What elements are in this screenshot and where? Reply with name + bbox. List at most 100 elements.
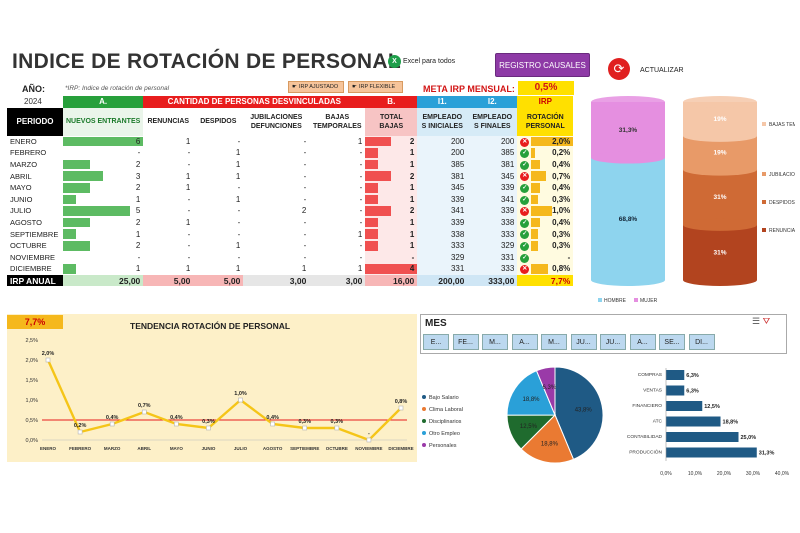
total-bajas-databar xyxy=(365,171,392,181)
legend-label: DESPIDOS xyxy=(769,200,795,206)
total-bajas-cell: 1 xyxy=(365,193,418,206)
cause-pie-chart: 43,8%18,8%12,5%18,8%6,3%Bajo SalarioClim… xyxy=(422,366,604,464)
nuevos-cell: 1 xyxy=(63,263,143,275)
nuevos-cell-value: 1 xyxy=(135,229,141,239)
iniciales-cell: 339 xyxy=(417,193,468,206)
legend-swatch xyxy=(422,395,426,399)
month-cell-value: SEPTIEMBRE xyxy=(10,229,59,239)
col-inicial: EMPLEADO S INICIALES xyxy=(417,107,468,136)
category-label: VENTAS xyxy=(643,388,662,394)
month-slicer-button[interactable]: A... xyxy=(629,334,656,350)
pie-slice xyxy=(554,366,604,460)
irp-flexible-button[interactable]: ☛ IRP FLEXIBLE xyxy=(348,81,403,93)
total-bajas-cell: 2 xyxy=(365,135,418,148)
meta-irp-value[interactable]: 0,5% xyxy=(518,81,574,95)
cross-icon: ✕ xyxy=(520,172,530,182)
finales-cell: 333 xyxy=(467,228,518,240)
x-tick-label: MARZO xyxy=(104,446,121,451)
nuevos-cell: 1 xyxy=(63,194,143,206)
renuncias-cell-value: 1 xyxy=(185,218,191,228)
segment-base xyxy=(591,151,665,164)
segment-body xyxy=(683,169,757,225)
renuncias-cell: - xyxy=(143,228,193,240)
total-rotacion: 7,7% xyxy=(517,274,574,287)
month-cell-value: FEBRERO xyxy=(10,148,47,158)
segment-label: 31% xyxy=(713,194,726,201)
finales-cell: 339 xyxy=(467,205,518,217)
iniciales-cell-value: 339 xyxy=(450,218,465,228)
finales-cell-value: 331 xyxy=(500,252,515,262)
month-slicer-button[interactable]: A... xyxy=(511,334,538,350)
table-row: FEBRERO - - 1 - - 1 200 385 ✓ 0,2% xyxy=(7,147,574,159)
month-cell: JUNIO xyxy=(7,194,63,206)
nuevos-cell-value: 1 xyxy=(135,264,141,274)
x-tick-label: AGOSTO xyxy=(263,446,283,451)
month-slicer-button[interactable]: JU... xyxy=(570,334,597,350)
legend-swatch xyxy=(762,228,766,232)
legend-swatch xyxy=(634,298,638,302)
bar-label: 6,3% xyxy=(686,373,699,379)
legend-label: BAJAS TEMPORALES xyxy=(769,122,795,128)
total-despidos: 5,00 xyxy=(193,274,244,287)
total-bajas-databar xyxy=(365,264,418,274)
month-slicer-button[interactable]: M... xyxy=(541,334,567,350)
irp-ajustado-button[interactable]: ☛ IRP AJUSTADO xyxy=(288,81,344,93)
rotacion-cell: ✕ 0,8% xyxy=(517,263,574,275)
rotacion-cell-value: 0,3% xyxy=(552,241,571,251)
month-slicer-button[interactable]: E... xyxy=(423,334,449,350)
table-row: JUNIO 1 - 1 - - 1 339 341 ✓ 0,3% xyxy=(7,193,574,206)
refresh-icon[interactable]: ⟳ xyxy=(608,58,630,80)
rotacion-cell: ✓ 0,2% xyxy=(517,147,574,159)
check-icon: ✓ xyxy=(520,160,530,170)
finales-cell: 345 xyxy=(467,170,518,182)
excel-icon: X xyxy=(388,55,401,68)
month-cell-value: NOVIEMBRE xyxy=(10,252,56,262)
bajas-cell: - xyxy=(309,182,365,194)
bajas-cell: 1 xyxy=(309,263,365,275)
total-bajas-databar xyxy=(365,159,379,170)
year-value[interactable]: 2024 xyxy=(24,97,42,106)
segment-label: 31,3% xyxy=(619,127,638,134)
renuncias-cell-value: - xyxy=(187,148,191,158)
renuncias-cell: 1 xyxy=(143,217,193,229)
irp-annual-label: IRP ANUAL xyxy=(7,274,63,287)
col-bajas: BAJAS TEMPORALES xyxy=(309,107,366,136)
nuevos-databar xyxy=(63,194,77,205)
nuevos-cell-value: 6 xyxy=(135,136,141,146)
month-slicer-button[interactable]: FE... xyxy=(452,334,479,350)
clear-filter-icon[interactable]: ⛛ xyxy=(762,316,771,326)
renuncias-cell-value: - xyxy=(187,252,191,262)
iniciales-cell-value: 200 xyxy=(450,148,465,158)
segment-base xyxy=(683,218,757,231)
rotacion-cell-value: 0,2% xyxy=(552,148,571,158)
renuncias-cell-value: - xyxy=(187,160,191,170)
month-slicer-button[interactable]: M... xyxy=(482,334,508,350)
trend-chart: 0,0% 0,5% 1,0% 1,5% 2,0% 2,5% 2,0% ENERO 0,2% FEB… xyxy=(25,338,413,451)
finales-cell-value: 341 xyxy=(500,194,515,204)
year-label: AÑO: xyxy=(22,84,45,94)
series-line xyxy=(46,359,402,442)
month-slicer-button[interactable]: JU... xyxy=(600,334,626,350)
rotacion-cell-value: 0,3% xyxy=(552,229,571,239)
renuncias-cell: - xyxy=(143,252,193,264)
nuevos-cell-value: 3 xyxy=(135,171,141,181)
iniciales-cell: 329 xyxy=(417,251,468,264)
registro-causales-button[interactable]: REGISTRO CAUSALES xyxy=(495,53,590,77)
finales-cell-value: 200 xyxy=(500,136,515,146)
bajas-cell: - xyxy=(309,159,365,171)
bajas-cell: - xyxy=(309,252,365,264)
bajas-cell-value: 1 xyxy=(357,136,363,146)
total-bajas-cell: - xyxy=(365,251,418,264)
legend-label: RENUNCIAS xyxy=(769,228,795,234)
nuevos-cell-value: - xyxy=(137,148,141,158)
totals-row: IRP ANUAL 25,00 5,00 5,00 3,00 3,00 16,0… xyxy=(7,274,574,287)
rotacion-databar xyxy=(531,217,540,228)
month-slicer-button[interactable]: SE... xyxy=(659,334,685,350)
month-slicer-button[interactable]: DI... xyxy=(688,334,715,350)
despidos-cell-value: - xyxy=(237,206,241,216)
pointer-icon: ☛ xyxy=(292,84,297,90)
multiselect-icon[interactable]: ☰ xyxy=(752,316,761,326)
nuevos-cell-value: 2 xyxy=(135,241,141,251)
col-final: EMPLEADO S FINALES xyxy=(467,107,518,136)
section-header-i1: I1. xyxy=(417,96,468,108)
